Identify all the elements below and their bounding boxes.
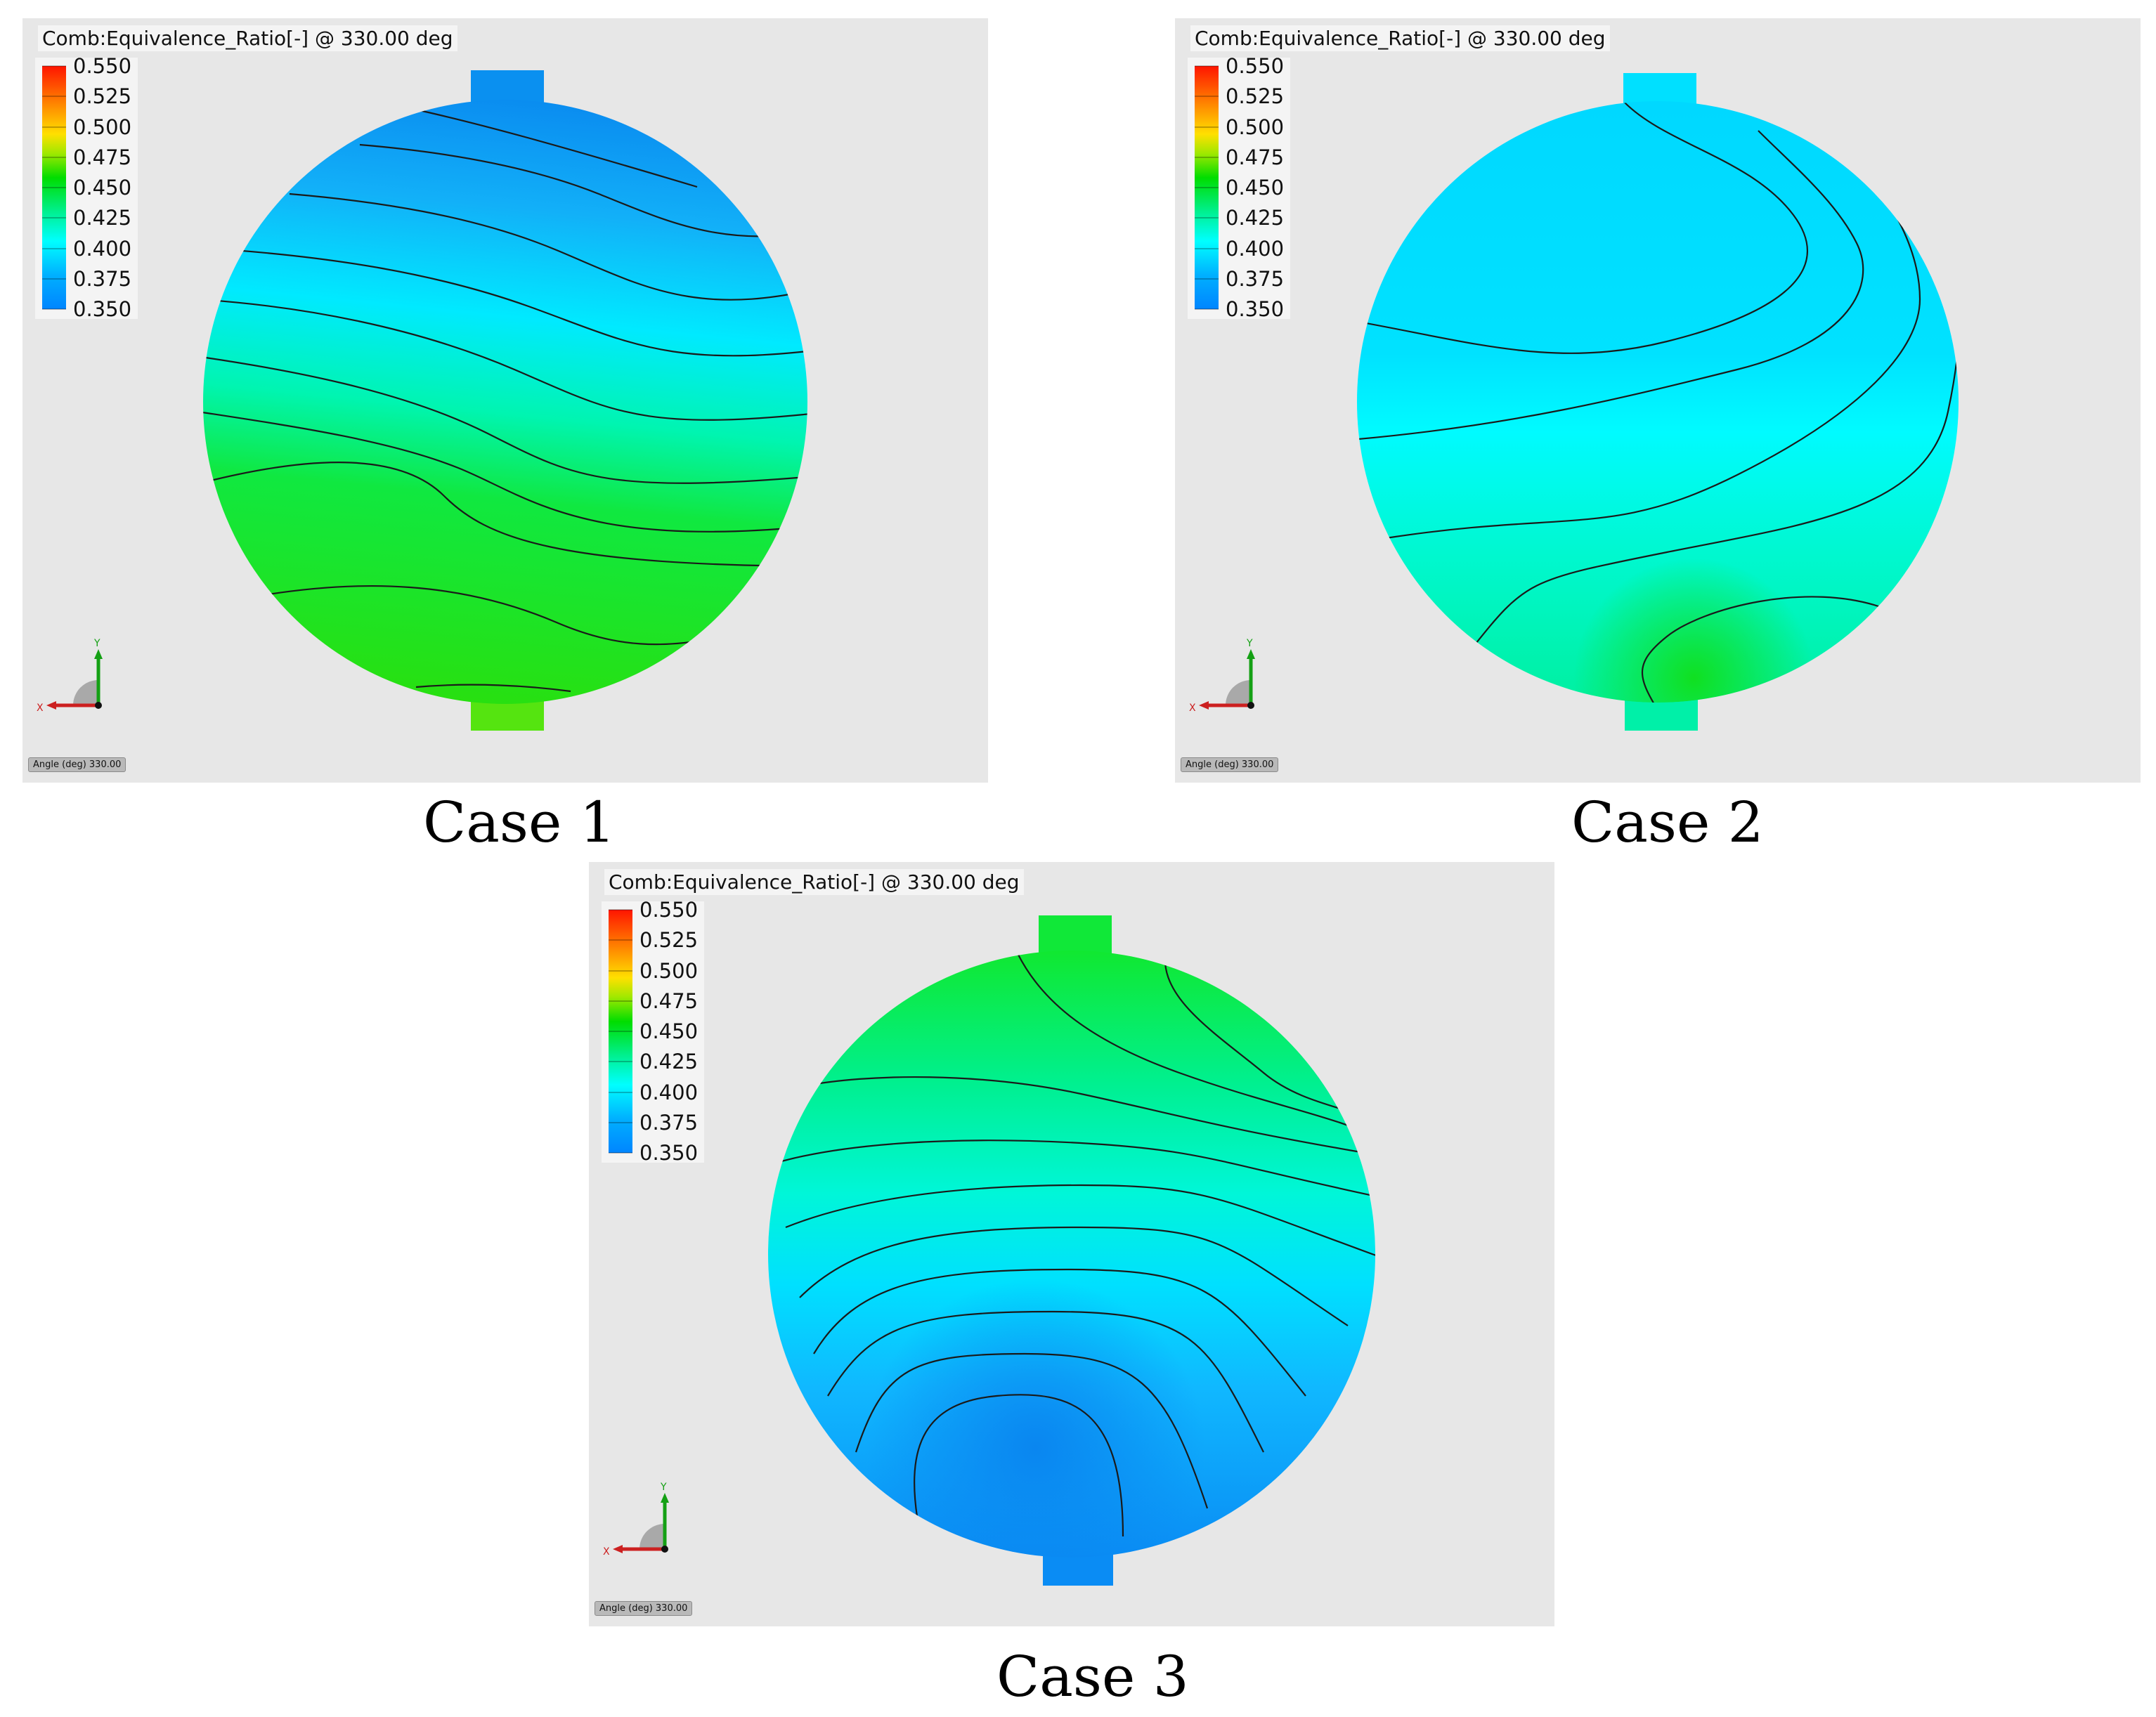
legend-tick <box>1195 156 1219 158</box>
legend-tick <box>609 1031 632 1032</box>
legend-tick <box>609 1152 632 1154</box>
contour-plot <box>1357 73 1959 731</box>
legend-tick <box>1195 126 1219 128</box>
axis-triad: Y X <box>37 638 103 714</box>
legend-tick <box>42 308 66 310</box>
legend-label: 0.450 <box>639 1019 699 1043</box>
legend-label: 0.400 <box>639 1080 699 1104</box>
contour-panel-case-1: Comb:Equivalence_Ratio[-] @ 330.00 deg 0… <box>22 18 988 783</box>
legend-tick <box>1195 96 1219 98</box>
case-caption-2: Case 2 <box>1571 790 1764 855</box>
y-axis-label: Y <box>1246 638 1253 649</box>
legend-label: 0.375 <box>639 1110 699 1135</box>
legend-tick <box>1195 308 1219 310</box>
legend-tick <box>609 909 632 910</box>
legend-label: 0.550 <box>639 898 699 922</box>
legend-label: 0.375 <box>73 266 132 291</box>
legend-label: 0.500 <box>73 115 132 139</box>
legend-tick <box>42 126 66 128</box>
color-legend: 0.550 0.525 0.500 0.475 0.450 0.425 0.400 0.375… <box>35 54 138 321</box>
legend-colorbar <box>42 66 66 309</box>
contour-plot <box>203 70 807 731</box>
x-axis-label: X <box>1189 703 1196 714</box>
isolines <box>203 108 807 693</box>
angle-badge: Angle (deg) 330.00 <box>595 1601 693 1616</box>
legend-tick <box>42 217 66 219</box>
legend-label: 0.550 <box>73 54 132 78</box>
legend-label: 0.550 <box>1226 54 1285 78</box>
legend-tick <box>1195 278 1219 280</box>
legend-tick <box>42 96 66 98</box>
axis-quadrant-icon <box>1226 680 1251 705</box>
legend-label: 0.400 <box>1226 236 1285 261</box>
case-caption-3: Case 3 <box>996 1644 1189 1709</box>
legend-tick <box>1195 247 1219 249</box>
isolines <box>1357 102 1959 703</box>
legend-title: Comb:Equivalence_Ratio[-] @ 330.00 deg <box>1190 25 1610 51</box>
color-legend: 0.550 0.525 0.500 0.475 0.450 0.425 0.400 0.375… <box>1188 54 1290 321</box>
contour-panel-case-3: Comb:Equivalence_Ratio[-] @ 330.00 deg 0… <box>589 862 1554 1626</box>
legend-label: 0.475 <box>639 988 699 1013</box>
legend-label: 0.525 <box>639 928 699 953</box>
legend-label: 0.375 <box>1226 266 1285 291</box>
contour-panel-case-2: Comb:Equivalence_Ratio[-] @ 330.00 deg 0… <box>1175 18 2141 783</box>
legend-tick <box>1195 217 1219 219</box>
axis-quadrant-icon <box>73 680 98 705</box>
case-caption-1: Case 1 <box>423 790 616 855</box>
axis-quadrant-icon <box>639 1524 665 1549</box>
legend-label: 0.350 <box>1226 297 1285 321</box>
legend-tick <box>609 939 632 941</box>
legend-tick <box>1195 65 1219 67</box>
legend-label: 0.350 <box>73 297 132 321</box>
color-legend: 0.550 0.525 0.500 0.475 0.450 0.425 0.400 0.375… <box>602 898 704 1165</box>
y-axis-label: Y <box>93 638 100 649</box>
legend-tick <box>42 156 66 158</box>
legend-label: 0.350 <box>639 1141 699 1165</box>
legend-tick <box>42 247 66 249</box>
legend-label: 0.475 <box>1226 145 1285 169</box>
angle-badge: Angle (deg) 330.00 <box>28 757 126 772</box>
legend-label: 0.400 <box>73 236 132 261</box>
legend-title: Comb:Equivalence_Ratio[-] @ 330.00 deg <box>604 869 1024 895</box>
legend-tick <box>42 187 66 188</box>
legend-tick <box>42 278 66 280</box>
legend-label: 0.475 <box>73 145 132 169</box>
legend-tick <box>609 1121 632 1123</box>
legend-label: 0.425 <box>1226 206 1285 230</box>
isolines <box>771 953 1375 1537</box>
legend-colorbar <box>1195 66 1219 309</box>
legend-label: 0.525 <box>73 84 132 109</box>
cylinder-section <box>203 100 807 704</box>
y-axis-label: Y <box>660 1482 667 1493</box>
x-axis-label: X <box>37 703 44 714</box>
axis-triad: Y X <box>603 1482 669 1558</box>
legend-tick <box>42 65 66 67</box>
legend-label: 0.450 <box>73 176 132 200</box>
angle-badge: Angle (deg) 330.00 <box>1181 757 1279 772</box>
legend-title: Comb:Equivalence_Ratio[-] @ 330.00 deg <box>38 25 457 51</box>
x-axis-label: X <box>603 1546 610 1558</box>
legend-label: 0.450 <box>1226 176 1285 200</box>
contour-plot <box>768 915 1375 1586</box>
legend-label: 0.500 <box>639 958 699 983</box>
legend-tick <box>1195 187 1219 188</box>
legend-label: 0.425 <box>73 206 132 230</box>
legend-colorbar <box>609 910 632 1153</box>
axis-triad: Y X <box>1189 638 1255 714</box>
legend-label: 0.500 <box>1226 115 1285 139</box>
legend-label: 0.425 <box>639 1050 699 1074</box>
legend-tick <box>609 970 632 972</box>
legend-tick <box>609 1091 632 1093</box>
legend-tick <box>609 1061 632 1063</box>
legend-label: 0.525 <box>1226 84 1285 109</box>
legend-tick <box>609 1000 632 1002</box>
